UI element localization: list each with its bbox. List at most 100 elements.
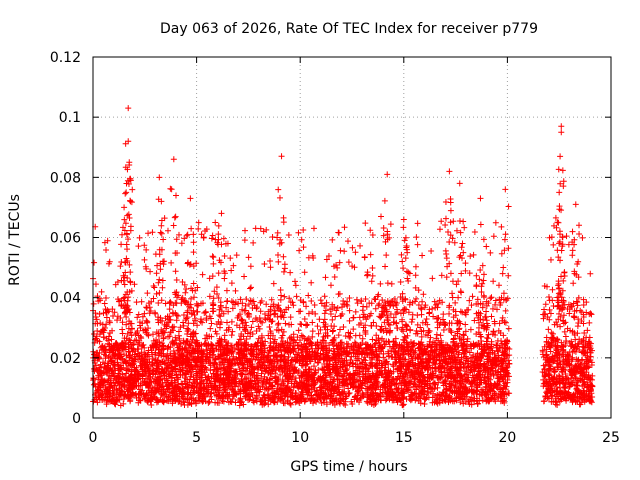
data-point <box>132 348 139 355</box>
data-point <box>413 295 420 302</box>
data-point <box>139 313 146 320</box>
data-point <box>101 324 108 331</box>
data-point <box>147 398 154 405</box>
data-point <box>359 340 366 347</box>
data-point <box>241 237 248 244</box>
data-point <box>446 310 453 317</box>
data-point <box>259 342 266 349</box>
data-point <box>345 259 352 266</box>
data-point <box>128 368 135 375</box>
data-point <box>149 391 156 398</box>
data-point <box>155 346 162 353</box>
data-point <box>437 332 444 339</box>
data-point <box>206 313 213 320</box>
data-point <box>109 306 116 313</box>
data-point <box>239 306 246 313</box>
data-point <box>135 311 142 318</box>
data-point <box>434 384 441 391</box>
data-point <box>223 304 230 311</box>
data-point <box>488 294 495 301</box>
data-point <box>110 313 117 320</box>
data-point <box>125 325 132 332</box>
data-point <box>96 367 103 374</box>
data-point <box>275 320 282 327</box>
data-point <box>494 348 501 355</box>
data-point <box>494 394 501 401</box>
data-point <box>417 324 424 331</box>
data-point <box>327 310 334 317</box>
data-point <box>238 370 245 377</box>
data-point <box>148 402 155 409</box>
data-point <box>267 264 274 271</box>
data-point <box>103 387 110 394</box>
data-point <box>329 316 336 323</box>
data-point <box>152 310 159 317</box>
data-point <box>414 220 421 227</box>
data-point <box>300 244 307 251</box>
data-point <box>146 310 153 317</box>
data-point <box>336 229 343 236</box>
data-point <box>468 401 475 408</box>
data-point <box>126 376 133 383</box>
data-point <box>143 305 150 312</box>
data-point <box>155 361 162 368</box>
data-point <box>353 296 360 303</box>
data-point <box>214 290 221 297</box>
data-point <box>290 302 297 309</box>
data-point <box>96 311 103 318</box>
data-point <box>309 333 316 340</box>
data-point <box>195 219 202 226</box>
data-point <box>166 313 173 320</box>
data-point <box>171 350 178 357</box>
data-point <box>188 370 195 377</box>
data-point <box>127 339 134 346</box>
data-point <box>117 263 124 270</box>
data-point <box>120 400 127 407</box>
data-point <box>475 319 482 326</box>
data-point <box>172 396 179 403</box>
data-point <box>178 240 185 247</box>
data-point <box>175 376 182 383</box>
data-point <box>351 339 358 346</box>
data-point <box>309 319 316 326</box>
data-point <box>208 333 215 340</box>
data-point <box>448 396 455 403</box>
data-point <box>232 399 239 406</box>
data-point <box>373 322 380 329</box>
data-point <box>188 311 195 318</box>
data-point <box>134 314 141 321</box>
data-point <box>165 382 172 389</box>
data-point <box>154 338 161 345</box>
data-point <box>428 248 435 255</box>
data-point <box>303 321 310 328</box>
data-point <box>328 322 335 329</box>
data-point <box>102 355 109 362</box>
data-point <box>257 318 264 325</box>
data-point <box>215 295 222 302</box>
data-point <box>195 225 202 232</box>
data-point <box>350 326 357 333</box>
data-point <box>400 265 407 272</box>
data-point <box>473 272 480 279</box>
data-point <box>346 317 353 324</box>
data-point <box>312 342 319 349</box>
data-point <box>461 224 468 231</box>
data-point <box>462 267 469 274</box>
data-point <box>99 390 106 397</box>
data-point <box>426 310 433 317</box>
data-point <box>412 263 419 270</box>
data-point <box>257 225 264 232</box>
data-point <box>101 300 108 307</box>
data-point <box>91 368 98 375</box>
data-point <box>502 319 509 326</box>
data-point <box>101 343 108 350</box>
data-point <box>125 362 132 369</box>
data-point <box>112 281 119 288</box>
data-point <box>105 333 112 340</box>
data-point <box>414 241 421 248</box>
data-point <box>172 334 179 341</box>
data-point <box>490 233 497 240</box>
data-point <box>93 333 100 340</box>
data-point <box>270 280 277 287</box>
data-point <box>123 370 130 377</box>
